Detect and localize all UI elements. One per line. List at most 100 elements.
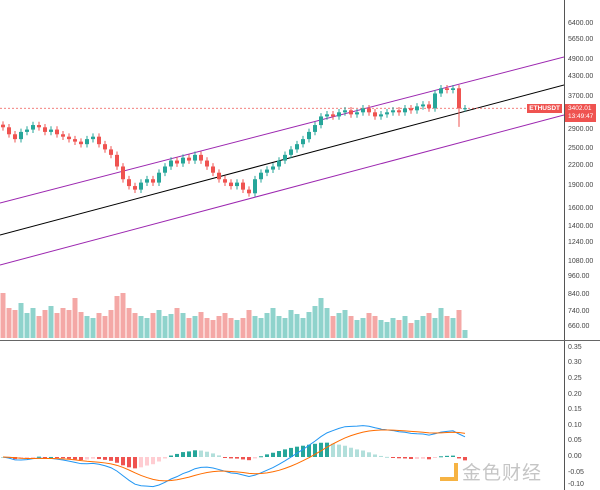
- volume-bar: [462, 330, 468, 338]
- candle: [313, 125, 317, 132]
- macd-histogram-bar: [409, 457, 413, 459]
- volume-bar: [156, 310, 162, 338]
- channel-upper-line: [0, 56, 564, 204]
- candle: [247, 189, 251, 194]
- volume-bar: [360, 318, 366, 338]
- macd-histogram-bar: [187, 451, 191, 457]
- candle: [193, 154, 197, 161]
- volume-bar: [300, 318, 306, 338]
- macd-histogram-bar: [331, 443, 335, 457]
- macd-histogram-bar: [391, 457, 395, 458]
- candle: [181, 157, 185, 164]
- candle: [199, 154, 203, 161]
- signal-line: [2, 429, 466, 482]
- candle: [337, 112, 341, 117]
- macd-histogram-bar: [325, 442, 329, 457]
- candle: [451, 88, 455, 90]
- macd-histogram-bar: [43, 457, 47, 458]
- macd-histogram-bar: [139, 457, 143, 468]
- pane-separator[interactable]: [0, 340, 600, 341]
- candle: [301, 139, 305, 145]
- candle: [409, 108, 413, 111]
- macd-histogram-bar: [61, 457, 65, 459]
- volume-bar: [132, 313, 138, 338]
- price-tick: 1900.00: [568, 182, 594, 190]
- volume-bar: [288, 310, 294, 338]
- candle: [271, 166, 275, 170]
- macd-histogram-bar: [25, 457, 29, 459]
- price-tick: 2200.00: [568, 162, 594, 170]
- macd-histogram-bar: [379, 455, 383, 457]
- candle: [355, 112, 359, 115]
- candle: [343, 110, 347, 113]
- macd-histogram-bar: [313, 443, 317, 457]
- volume-bar: [402, 316, 408, 338]
- candle: [187, 157, 191, 161]
- volume-bar: [222, 313, 228, 338]
- macd-histogram-bar: [361, 450, 365, 457]
- macd-histogram-bar: [37, 456, 41, 458]
- candle: [37, 125, 41, 128]
- macd-line: [2, 425, 466, 488]
- macd-histogram-bar: [223, 457, 227, 458]
- watermark-text: 金色财经: [462, 463, 543, 484]
- volume-bar: [366, 313, 372, 338]
- candle: [25, 129, 29, 132]
- candle: [265, 169, 269, 173]
- volume-bar: [312, 306, 318, 338]
- volume-bar: [162, 316, 168, 338]
- macd-histogram-bar: [49, 456, 53, 458]
- candle: [31, 125, 35, 130]
- macd-histogram-bar: [31, 457, 35, 458]
- volume-bar: [336, 313, 342, 338]
- volume-bar: [252, 316, 258, 338]
- macd-histogram-bar: [193, 450, 197, 457]
- volume-bar: [30, 308, 36, 338]
- candle: [49, 129, 53, 132]
- macd-histogram-bar: [355, 449, 359, 457]
- volume-bar: [198, 312, 204, 338]
- candle: [241, 182, 245, 190]
- macd-histogram-bar: [67, 457, 71, 459]
- volume-bar: [48, 306, 54, 338]
- candle: [109, 149, 113, 155]
- macd-histogram-bar: [169, 455, 173, 457]
- candle: [373, 112, 377, 117]
- candle: [331, 114, 335, 117]
- watermark-logo-icon: [440, 462, 458, 481]
- volume-bar: [420, 316, 426, 338]
- macd-histogram-bar: [97, 457, 101, 460]
- candle: [217, 172, 221, 180]
- macd-tick: 0.25: [568, 375, 582, 382]
- candle: [391, 110, 395, 113]
- volume-bar: [204, 318, 210, 338]
- price-tick: 2900.00: [568, 125, 594, 133]
- macd-histogram-bar: [157, 457, 161, 462]
- volume-bar: [228, 318, 234, 338]
- volume-bar: [108, 310, 114, 338]
- volume-bar: [168, 314, 174, 338]
- volume-bar: [174, 308, 180, 338]
- price-tick: 1080.00: [568, 257, 594, 265]
- macd-histogram-bar: [451, 455, 455, 457]
- macd-histogram-bar: [463, 457, 467, 461]
- volume-bar: [396, 320, 402, 338]
- macd-histogram-bar: [205, 451, 209, 457]
- volume-bar: [234, 320, 240, 338]
- volume-bar: [276, 316, 282, 338]
- volume-bar: [66, 310, 72, 338]
- volume-bar: [438, 308, 444, 338]
- macd-histogram-bar: [349, 447, 353, 457]
- macd-histogram-bar: [235, 457, 239, 459]
- macd-histogram-bar: [433, 457, 437, 458]
- macd-histogram-bar: [307, 444, 311, 457]
- candle: [103, 144, 107, 150]
- candle: [67, 136, 71, 140]
- macd-tick: 0.35: [568, 343, 582, 351]
- volume-bar: [390, 318, 396, 338]
- price-chart[interactable]: [0, 0, 564, 490]
- volume-bar: [450, 318, 456, 338]
- candle: [175, 160, 179, 164]
- candle: [55, 129, 59, 135]
- macd-histogram-bar: [265, 454, 269, 457]
